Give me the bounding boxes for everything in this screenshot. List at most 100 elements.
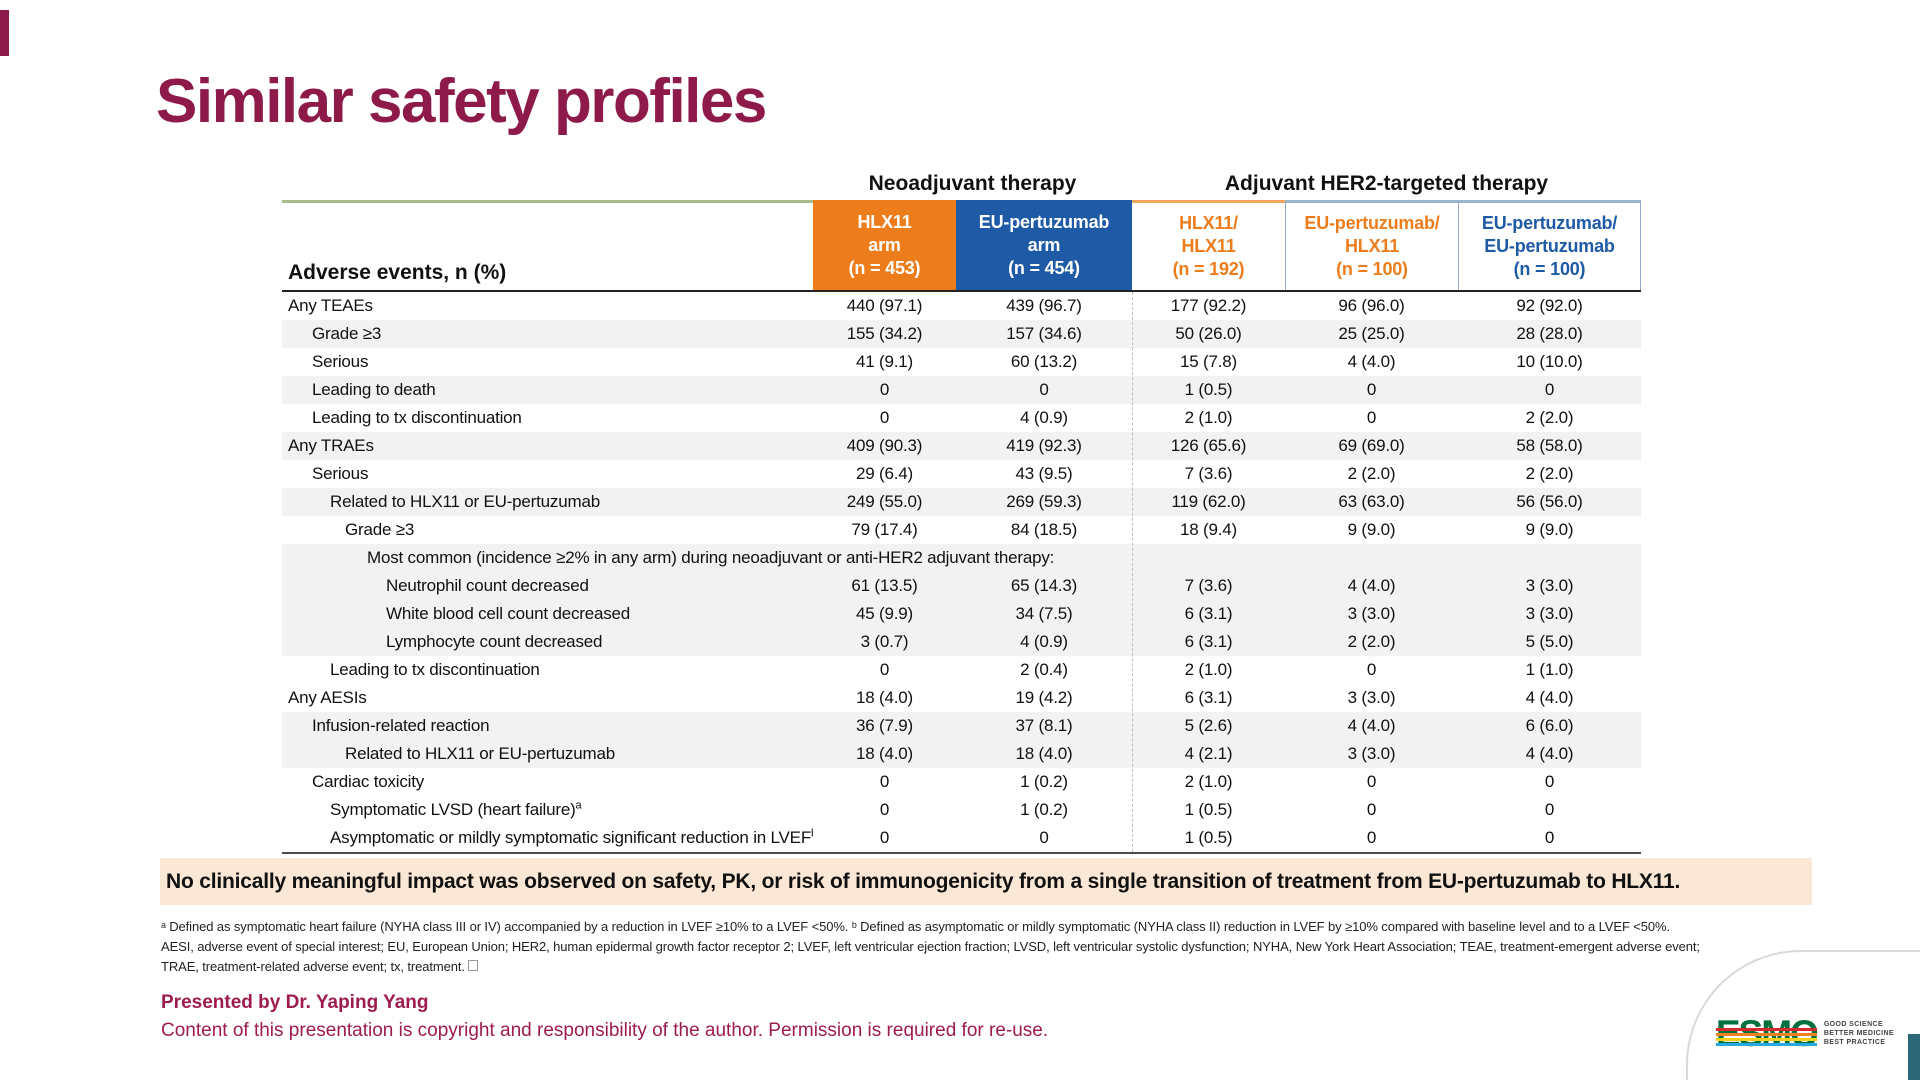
cell-value: 15 (7.8) bbox=[1180, 352, 1237, 371]
column-header-line: (n = 100) bbox=[1513, 259, 1586, 279]
row-label: Leading to tx discontinuation bbox=[282, 656, 813, 684]
row-label-text: Serious bbox=[312, 352, 369, 371]
table-row: Related to HLX11 or EU-pertuzumab 18 (4.0… bbox=[282, 740, 1641, 768]
cell-value: 440 (97.1) bbox=[846, 296, 923, 315]
cell-value: 34 (7.5) bbox=[1015, 604, 1073, 623]
table-row: Related to HLX11 or EU-pertuzumab 249 (55… bbox=[282, 488, 1641, 516]
row-label-text: White blood cell count decreased bbox=[386, 604, 631, 623]
table-row: Cardiac toxicity 0 1 (0.2) 2 (1.0) 0 0 bbox=[282, 768, 1641, 796]
cell-value: 6 (3.1) bbox=[1184, 632, 1233, 651]
cell-value: 249 (55.0) bbox=[846, 492, 923, 511]
cell-value: 3 (3.0) bbox=[1525, 604, 1574, 623]
cell-value: 36 (7.9) bbox=[856, 716, 913, 735]
footnote-abbreviations-1: AESI, adverse event of special interest;… bbox=[161, 939, 1700, 954]
cell-value: 439 (96.7) bbox=[1006, 296, 1082, 315]
cell-value: 419 (92.3) bbox=[1006, 436, 1082, 455]
cell-value: 61 (13.5) bbox=[851, 576, 918, 595]
cell-value: 0 bbox=[1544, 380, 1555, 399]
column-header-2: EU-pertuzumab arm (n = 454) bbox=[956, 200, 1132, 290]
cell-value: 0 bbox=[1366, 408, 1377, 427]
cell-value: 9 (9.0) bbox=[1525, 520, 1574, 539]
cell-value: 84 (18.5) bbox=[1010, 520, 1078, 539]
key-message-banner: No clinically meaningful impact was obse… bbox=[160, 858, 1812, 905]
cell-value: 2 (2.0) bbox=[1525, 408, 1574, 427]
cell-value: 2 (0.4) bbox=[1020, 660, 1068, 679]
table-row: Symptomatic LVSD (heart failure)a 0 1 (0.2… bbox=[282, 796, 1641, 824]
table-row: Grade ≥3 155 (34.2) 157 (34.6) 50 (26.0) 25 … bbox=[282, 320, 1641, 348]
footnote-abbreviations-2: TRAE, treatment-related adverse event; t… bbox=[161, 957, 1881, 977]
cell-value: 3 (3.0) bbox=[1347, 688, 1396, 707]
row-label: Leading to tx discontinuation bbox=[282, 404, 813, 432]
row-label-text: Any TRAEs bbox=[288, 436, 374, 455]
cell-value: 0 bbox=[879, 828, 890, 847]
cell-value: 6 (3.1) bbox=[1184, 604, 1233, 623]
table-row: Leading to tx discontinuation 0 2 (0.4) 2 (… bbox=[282, 656, 1641, 684]
row-label: Lymphocyte count decreased bbox=[282, 628, 813, 656]
row-label: Related to HLX11 or EU-pertuzumab bbox=[282, 740, 813, 768]
row-label: Serious bbox=[282, 460, 813, 488]
cell-value: 0 bbox=[879, 408, 890, 427]
row-label-text: Asymptomatic or mildly symptomatic signi… bbox=[330, 828, 811, 847]
column-header-line: arm bbox=[868, 234, 901, 255]
cell-value: 41 (9.1) bbox=[856, 352, 913, 371]
row-label: Serious bbox=[282, 348, 813, 376]
cell-value: 4 (4.0) bbox=[1347, 716, 1396, 735]
row-label-text: Cardiac toxicity bbox=[312, 772, 425, 791]
cell-value: 4 (0.9) bbox=[1020, 632, 1068, 651]
cell-value: 2 (2.0) bbox=[1347, 632, 1396, 651]
column-header-line: HLX11/ bbox=[1179, 213, 1238, 233]
cell-value: 65 (14.3) bbox=[1010, 576, 1078, 595]
row-label-text: Leading to tx discontinuation bbox=[312, 408, 522, 427]
cell-value: 5 (5.0) bbox=[1525, 632, 1574, 651]
cell-value: 0 bbox=[1544, 828, 1555, 847]
row-label-text: Most common (incidence ≥2% in any arm) d… bbox=[367, 548, 1055, 567]
table-row: Lymphocyte count decreased 3 (0.7) 4 (0.9)… bbox=[282, 628, 1641, 656]
row-label: Grade ≥3 bbox=[282, 320, 813, 348]
table-body: Any TEAEs 440 (97.1) 439 (96.7) 177 (92.2) 9… bbox=[282, 292, 1641, 854]
cell-value: 0 bbox=[1366, 800, 1377, 819]
table-row: Neutrophil count decreased 61 (13.5) 65 (1… bbox=[282, 572, 1641, 600]
row-label: Leading to death bbox=[282, 376, 813, 404]
esmo-wordmark: ESMO bbox=[1715, 1015, 1819, 1052]
cell-value: 4 (4.0) bbox=[1347, 576, 1396, 595]
cell-value: 4 (4.0) bbox=[1525, 688, 1574, 707]
row-label: Cardiac toxicity bbox=[282, 768, 813, 796]
row-label: White blood cell count decreased bbox=[282, 600, 813, 628]
table-row: Any TRAEs 409 (90.3) 419 (92.3) 126 (65.6) 6… bbox=[282, 432, 1641, 460]
logo-stripe-orange bbox=[1715, 1033, 1817, 1036]
row-label-text: Any AESIs bbox=[288, 688, 367, 707]
cell-value: 29 (6.4) bbox=[856, 464, 913, 483]
row-label: Any AESIs bbox=[282, 684, 813, 712]
cell-value: 96 (96.0) bbox=[1338, 296, 1405, 315]
logo-stripe-red bbox=[1715, 1028, 1817, 1031]
cell-value: 28 (28.0) bbox=[1516, 324, 1583, 343]
cell-value: 1 (0.5) bbox=[1184, 828, 1233, 847]
logo-stripe-blue bbox=[1715, 1043, 1817, 1046]
table-row: Any TEAEs 440 (97.1) 439 (96.7) 177 (92.2) 9… bbox=[282, 292, 1641, 320]
row-label-text: Related to HLX11 or EU-pertuzumab bbox=[345, 744, 615, 763]
page-corner-accent bbox=[1908, 1034, 1920, 1080]
cell-value: 1 (0.5) bbox=[1184, 800, 1233, 819]
cell-value: 18 (4.0) bbox=[856, 744, 913, 763]
cell-value: 18 (4.0) bbox=[856, 688, 913, 707]
cell-value: 18 (9.4) bbox=[1180, 520, 1237, 539]
table-group-header-row: Neoadjuvant therapy Adjuvant HER2-target… bbox=[282, 172, 1641, 200]
cell-value: 3 (3.0) bbox=[1525, 576, 1574, 595]
table-row: Leading to death 0 0 1 (0.5) 0 0 bbox=[282, 376, 1641, 404]
row-label: Grade ≥3 bbox=[282, 516, 813, 544]
cell-value: 119 (62.0) bbox=[1171, 492, 1246, 511]
cell-value: 126 (65.6) bbox=[1170, 436, 1247, 455]
cell-value: 50 (26.0) bbox=[1175, 324, 1242, 343]
table-row: Serious 29 (6.4) 43 (9.5) 7 (3.6) 2 (2.0) 2 (… bbox=[282, 460, 1641, 488]
esmo-tagline: BETTER MEDICINE bbox=[1823, 1030, 1894, 1037]
row-label-text: Grade ≥3 bbox=[345, 520, 415, 539]
group-header-neoadjuvant: Neoadjuvant therapy bbox=[868, 172, 1077, 195]
table-row: Grade ≥3 79 (17.4) 84 (18.5) 18 (9.4) 9 (9.0… bbox=[282, 516, 1641, 544]
cell-value: 0 bbox=[1039, 828, 1049, 847]
cell-value: 177 (92.2) bbox=[1170, 296, 1247, 315]
row-label: Asymptomatic or mildly symptomatic signi… bbox=[282, 824, 813, 852]
cell-value: 2 (1.0) bbox=[1184, 660, 1233, 679]
cell-value: 4 (0.9) bbox=[1020, 408, 1068, 427]
cell-value: 409 (90.3) bbox=[846, 436, 923, 455]
column-header-line: EU-pertuzumab/ bbox=[1304, 213, 1440, 233]
